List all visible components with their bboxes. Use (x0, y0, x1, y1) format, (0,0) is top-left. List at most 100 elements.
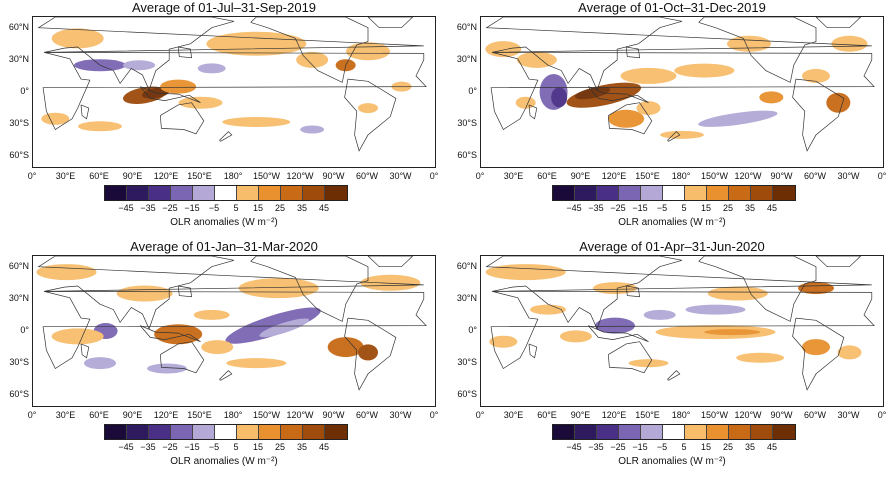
longitude-label: 120°E (601, 410, 627, 420)
longitude-label: 30°W (837, 171, 860, 181)
longitude-label: 180° (223, 410, 243, 420)
longitude-label: 180° (671, 410, 691, 420)
negative-anomaly (147, 363, 187, 374)
latitude-label: 30°N (8, 53, 29, 64)
positive-anomaly (485, 41, 522, 58)
map-panel-3: Average of 01-Jan–31-Mar-2020 60°N 30°N 0° 3… (0, 239, 448, 478)
latitude-label: 0° (468, 325, 477, 335)
colorbar-tick-label: −45 (118, 203, 134, 213)
latitude-label: 60°S (457, 389, 477, 400)
positive-anomaly (566, 82, 642, 108)
negative-anomaly (685, 304, 746, 315)
longitude-label: 60°E (89, 410, 109, 420)
colorbar-title: OLR anomalies (W m⁻²) (618, 456, 726, 467)
latitude-label: 0° (20, 325, 29, 335)
positive-anomaly (837, 345, 862, 360)
longitude-label: 0° (27, 171, 37, 181)
latitude-label: 60°S (9, 150, 29, 161)
positive-anomaly (201, 340, 234, 355)
colorbar-tick-label: 25 (722, 442, 733, 452)
colorbar-tick-label: −5 (656, 442, 668, 452)
colorbar-tick-label: 35 (296, 203, 307, 213)
positive-anomaly (226, 358, 287, 369)
colorbar-tick-label: −45 (566, 442, 582, 452)
positive-anomaly (154, 324, 203, 345)
longitude-label: 60°E (537, 171, 557, 181)
longitude-label: 90°W (322, 410, 345, 420)
colorbar-tick-label: 15 (252, 203, 263, 213)
map-panel-1: Average of 01-Jul–31-Sep-2019 60°N 30°N 0° 3… (0, 0, 448, 239)
colorbar-tick-label: −25 (610, 442, 626, 452)
map-panel-2: Average of 01-Oct–31-Dec-2019 60°N 30°N 0° 3… (448, 0, 896, 239)
world-map (480, 255, 884, 407)
positive-anomaly (802, 68, 830, 83)
negative-anomaly (643, 309, 676, 320)
longitude-label: 150°E (635, 171, 660, 181)
latitude-label: 60°N (456, 260, 477, 271)
colorbar-swatch (685, 425, 707, 439)
colorbar-tick-label: 5 (681, 203, 687, 213)
positive-anomaly (206, 31, 307, 56)
positive-anomaly (628, 359, 669, 368)
positive-anomaly (593, 282, 637, 295)
latitude-label: 30°S (9, 357, 29, 368)
longitude-label: 120°E (153, 171, 179, 181)
coastline (698, 256, 817, 322)
panel-title: Average of 01-Jan–31-Mar-2020 (130, 239, 318, 254)
map-panel-4: Average of 01-Apr–31-Jun-2020 60°N 30°N 0° 3… (448, 239, 896, 478)
coastlines (485, 256, 875, 391)
longitude-label: 150°E (187, 410, 212, 420)
coastline (625, 285, 641, 298)
colorbar-tick-label: −45 (118, 442, 134, 452)
colorbar (104, 185, 348, 201)
colorbar-swatch (597, 186, 619, 200)
positive-anomaly (516, 51, 557, 68)
colorbar-swatch (127, 186, 149, 200)
colorbar-swatch (259, 425, 281, 439)
coastline (815, 256, 862, 268)
colorbar-tick-label: 45 (766, 203, 777, 213)
longitude-label: 60°W (803, 410, 827, 420)
longitude-label: 120°E (601, 171, 627, 181)
positive-anomaly (736, 352, 785, 363)
positive-anomaly (238, 278, 319, 299)
colorbar-swatch (729, 186, 751, 200)
colorbar-swatch (281, 425, 303, 439)
colorbar-tick-label: 5 (233, 442, 239, 452)
longitude-label: 120°W (734, 410, 762, 420)
colorbar-tick-label: 35 (744, 442, 755, 452)
colorbar-swatch (553, 186, 575, 200)
negative-anomaly (225, 307, 321, 344)
colorbar-title: OLR anomalies (W m⁻²) (618, 217, 726, 228)
panel-title: Average of 01-Jul–31-Sep-2019 (131, 0, 317, 15)
colorbar-swatch (685, 186, 707, 200)
colorbar-swatch (707, 186, 729, 200)
colorbar-swatch (105, 425, 127, 439)
positive-anomaly (674, 63, 735, 78)
positive-anomaly (727, 35, 771, 52)
coastline (490, 291, 875, 370)
colorbar-swatch (751, 425, 773, 439)
colorbar-swatch (751, 186, 773, 200)
negative-anomaly (698, 110, 778, 127)
coastline (37, 256, 424, 330)
coastline (485, 256, 872, 330)
colorbar-swatch (149, 186, 171, 200)
longitude-label: 30°W (837, 410, 860, 420)
coastline (139, 325, 201, 343)
longitude-label: 0° (429, 410, 439, 420)
longitude-label: 0° (429, 171, 439, 181)
world-map (480, 16, 884, 168)
colorbar-swatch (641, 425, 663, 439)
longitude-label: 150°E (635, 410, 660, 420)
coastline (159, 102, 205, 135)
negative-anomaly (84, 357, 116, 370)
colorbar-swatch (259, 186, 281, 200)
latitude-label: 60°N (456, 21, 477, 32)
colorbar-swatch (193, 186, 215, 200)
colorbar-swatch (303, 425, 325, 439)
positive-anomaly (530, 304, 566, 315)
latitude-label: 60°N (8, 260, 29, 271)
longitude-label: 150°W (252, 171, 281, 181)
coastline (344, 317, 397, 391)
